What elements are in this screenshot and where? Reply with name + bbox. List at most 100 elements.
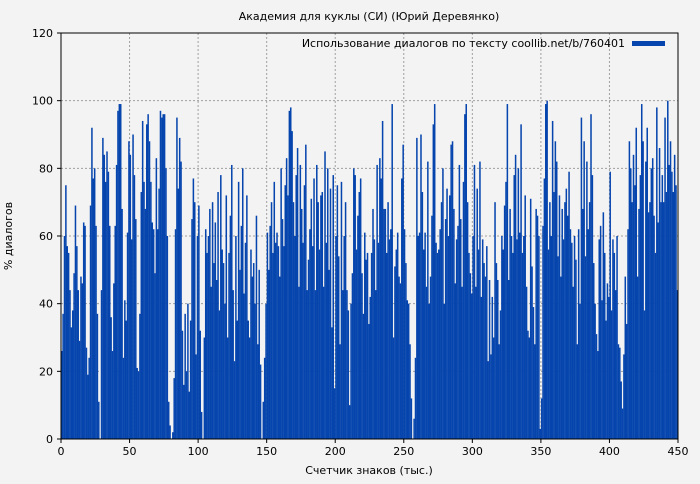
bar: [299, 164, 302, 439]
bar: [390, 229, 392, 439]
bar: [676, 290, 679, 439]
bar: [454, 283, 457, 439]
bar: [450, 144, 452, 439]
bar: [85, 347, 88, 439]
bar: [104, 181, 107, 439]
bar: [621, 408, 624, 439]
bar: [601, 300, 603, 439]
chart-title: Академия для куклы (СИ) (Юрий Деревянко): [239, 10, 500, 23]
bar: [595, 334, 598, 439]
bar: [403, 229, 406, 439]
bar: [130, 239, 133, 439]
bar: [579, 303, 581, 439]
bar: [268, 269, 270, 439]
x-tick-label: 250: [393, 445, 414, 458]
bar: [259, 364, 262, 439]
bar: [218, 310, 221, 439]
bar: [620, 381, 622, 439]
bar: [427, 161, 429, 440]
bar: [461, 286, 463, 439]
bar: [180, 161, 182, 440]
bar: [529, 198, 532, 439]
bar: [187, 303, 189, 439]
bar: [566, 215, 569, 439]
bar: [399, 283, 402, 439]
bar: [199, 330, 202, 439]
bar: [272, 252, 274, 439]
bar: [70, 327, 73, 439]
bar: [444, 219, 447, 439]
bar: [231, 164, 233, 439]
bar: [436, 252, 439, 439]
bar: [518, 232, 521, 439]
bar: [542, 225, 544, 439]
bar: [233, 361, 236, 439]
bar: [603, 252, 606, 439]
bar: [106, 151, 108, 439]
x-tick-label: 150: [256, 445, 277, 458]
bar: [402, 144, 404, 439]
bar: [539, 428, 542, 439]
y-tick-label: 80: [39, 162, 53, 175]
bar: [114, 225, 116, 439]
bar: [258, 269, 260, 439]
bar: [554, 141, 557, 439]
bar: [631, 202, 633, 439]
bar: [62, 313, 64, 439]
bar: [288, 110, 291, 440]
bar: [224, 303, 226, 439]
bar: [602, 212, 605, 439]
bar: [237, 181, 240, 439]
bar: [669, 141, 672, 439]
bar: [358, 192, 361, 439]
bar: [617, 344, 620, 439]
bar: [162, 114, 164, 439]
bar: [342, 290, 344, 439]
bar: [213, 263, 215, 439]
y-tick-label: 0: [46, 433, 53, 446]
bar: [477, 249, 480, 439]
bar: [662, 202, 665, 439]
bar: [657, 222, 659, 439]
bar: [413, 418, 415, 439]
y-tick-label: 40: [39, 298, 53, 311]
bar: [473, 164, 476, 439]
bar: [557, 256, 559, 439]
bar: [348, 405, 351, 439]
bar: [431, 215, 433, 439]
bar: [619, 347, 621, 439]
bar: [546, 100, 548, 440]
bars: [61, 100, 679, 440]
bar: [77, 290, 79, 439]
bar: [627, 229, 629, 439]
bar: [521, 252, 524, 439]
bar: [532, 307, 535, 439]
bar: [65, 185, 67, 439]
bar: [235, 236, 237, 439]
bar: [551, 120, 554, 439]
bar: [512, 252, 514, 439]
bar: [95, 225, 97, 439]
bar: [379, 158, 381, 439]
bar: [479, 161, 481, 440]
bar: [132, 134, 134, 439]
bar: [455, 239, 458, 439]
bar: [488, 279, 491, 439]
bar: [632, 154, 635, 440]
bar: [263, 357, 266, 439]
bar: [320, 195, 322, 439]
bar: [640, 104, 643, 440]
bar: [667, 100, 669, 440]
bar: [93, 168, 96, 440]
bar: [274, 242, 277, 439]
bar: [343, 236, 345, 439]
bar: [305, 144, 307, 439]
bar: [158, 188, 160, 439]
bar: [524, 195, 526, 439]
bar: [447, 236, 450, 439]
bar: [350, 303, 352, 439]
bar: [646, 127, 648, 439]
bar: [407, 303, 410, 439]
bar: [147, 114, 149, 439]
bar: [514, 154, 517, 440]
